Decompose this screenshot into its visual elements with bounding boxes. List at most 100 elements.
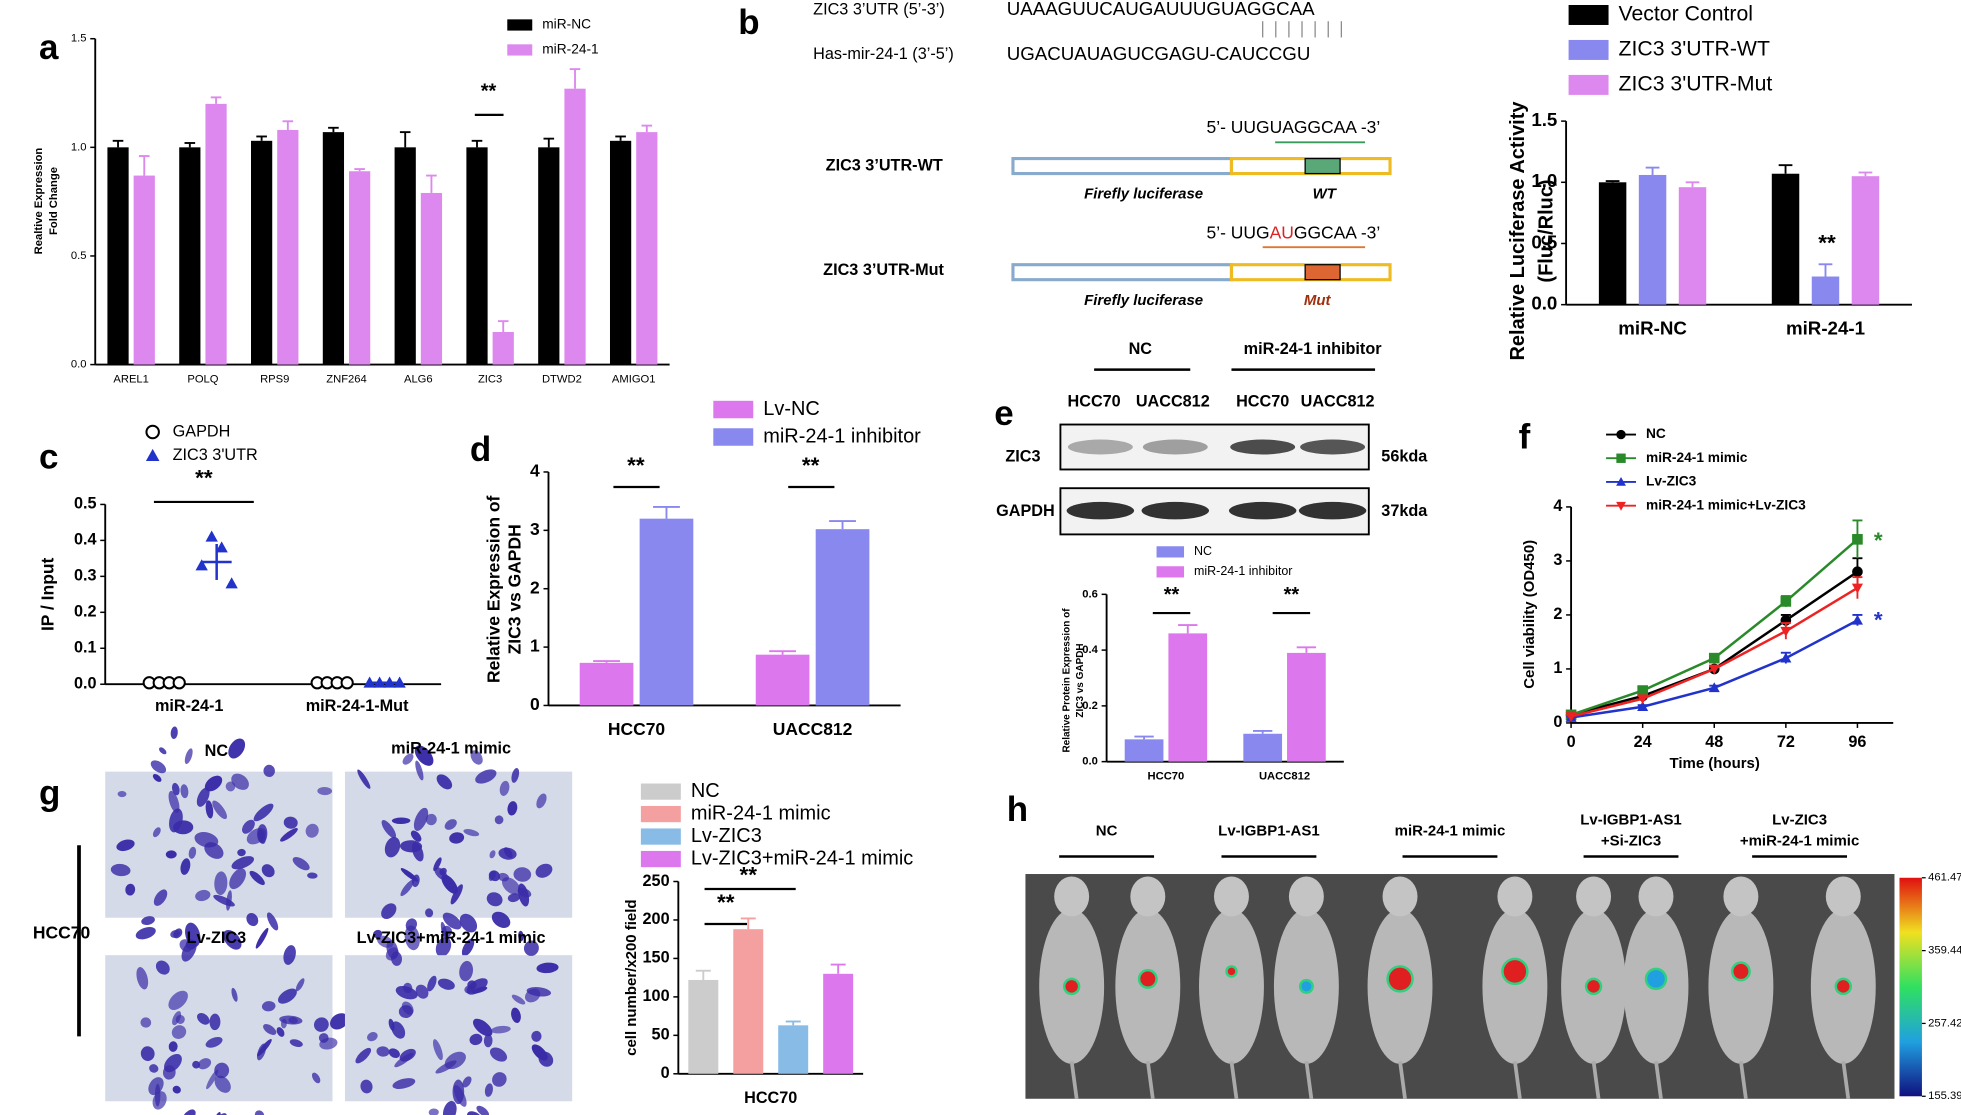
stained-cell [168,1041,178,1052]
stained-cell [276,1027,285,1037]
stained-cell [488,870,501,882]
legend-label: ZIC3 3'UTR [173,446,258,464]
site-box [1304,264,1341,281]
y-tick-label: 0.0 [74,675,97,693]
x-tick-label: 0 [1567,733,1576,751]
y-tick-label: 200 [643,910,670,928]
stained-cell [205,1037,223,1048]
legend-label: Vector Control [1619,3,1753,26]
stained-cell [192,1060,201,1069]
blot-band [1066,501,1135,520]
bar [579,662,634,706]
stained-cell [214,871,228,896]
x-tick-label: HCC70 [608,719,665,739]
image-label: miR-24-1 mimic [391,739,511,757]
stained-cell [401,1001,414,1015]
stained-cell [135,927,156,940]
data-point [340,676,354,690]
bar [823,973,854,1074]
bar [492,332,514,365]
significance: ** [1164,584,1180,606]
stained-cell [490,1025,511,1034]
stained-cell [164,1053,182,1073]
bar [322,132,345,365]
bar [755,654,810,706]
stained-cell [256,1043,267,1061]
data-point [225,577,238,589]
stained-cell [484,1083,494,1097]
stained-cell [513,867,532,882]
mouse-tail [1398,1061,1407,1100]
y-tick-label: 4 [530,461,540,481]
data-point [215,541,228,553]
stained-cell [444,1051,466,1070]
legend-swatch [713,400,754,419]
group-label: NC [1129,340,1153,358]
stained-cell [518,930,524,942]
x-tick-label: AREL1 [113,374,149,386]
significance: ** [1818,231,1836,256]
bar [778,1025,809,1074]
stained-cell [453,1085,467,1107]
panel-label: g [39,774,60,813]
stained-cell [507,893,520,903]
panel-label: d [470,430,491,469]
y-tick-label: 0.3 [74,567,97,585]
bar [251,140,273,365]
x-tick-label: miR-24-1 [1786,318,1865,339]
bar [538,147,560,365]
stained-cell [472,1018,493,1037]
sequence-label: Has-mir-24-1 (3’-5’) [813,45,954,63]
stained-cell [231,773,249,790]
bar [133,175,155,365]
x-tick-label: miR-NC [1618,318,1687,339]
cell-line-label: HCC70 [33,923,90,943]
mouse-tail [1069,1061,1079,1100]
stained-cell [499,780,510,796]
stained-cell [253,803,274,822]
y-tick-label: 0.1 [74,639,97,657]
stained-cell [476,1105,489,1115]
bar [1638,174,1667,305]
stained-cell [116,839,135,852]
stained-cell [388,1048,400,1058]
x-tick-label: 96 [1848,733,1866,751]
stained-cell [255,927,269,949]
stained-cell [231,856,255,870]
stained-cell [173,928,183,939]
stained-cell [212,1111,221,1115]
legend-label: Lv-NC [763,398,820,420]
stained-cell [195,889,211,902]
signal [1065,980,1078,993]
data-point [1637,701,1649,712]
mouse-head [1054,876,1090,917]
stained-cell [172,1085,181,1094]
bar [1124,739,1164,762]
x-tick-label: 24 [1634,733,1652,751]
legend-label: NC [691,780,720,802]
bar [639,518,694,706]
legend-swatch [640,828,681,845]
panel-label: c [39,438,58,477]
x-tick-label: 48 [1705,733,1723,751]
stained-cell [307,872,318,879]
sequence: UAAAGUUCAUGAUUUGUAGGCAA [1007,0,1315,19]
mouse-head [1288,876,1324,917]
y-tick-label: 250 [643,872,670,890]
stained-cell [507,801,518,816]
bar [733,929,764,1074]
stained-cell [381,820,397,839]
sequence-part: AU [1270,222,1294,242]
stained-cell [182,1109,196,1115]
y-tick-label: 0.5 [74,495,97,513]
stained-cell [206,1069,219,1090]
construct-label: ZIC3 3’UTR-WT [826,156,943,174]
y-tick-label: 0.0 [1531,293,1557,314]
legend-label: Lv-ZIC3 [691,825,762,847]
group-label: miR-24-1 inhibitor [1244,340,1383,358]
stained-cell [444,819,457,830]
stained-cell [159,747,167,755]
bar [420,192,443,365]
stained-cell [392,1078,416,1089]
lane-label: HCC70 [1236,392,1289,410]
